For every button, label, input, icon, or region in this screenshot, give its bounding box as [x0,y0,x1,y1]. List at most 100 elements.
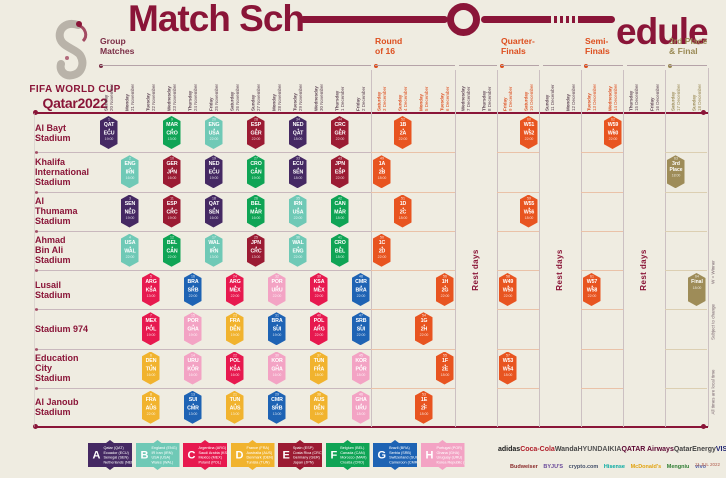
legend-group-teams: Argentina (ARG) Saudi Arabia (KSA) Mexic… [198,445,231,465]
vs-dot-icon [611,128,614,130]
date-column-27-november: Sunday 27 November [250,65,261,111]
date-column-1-december: Thursday 1 December [334,65,345,111]
vs-dot-icon [212,246,215,248]
home-team-code: ESP [166,200,177,206]
away-team-code: BEL [334,247,345,254]
match-number: 10 [169,157,174,161]
vs-dot-icon [380,167,383,169]
match-badge-content: 22 POL KSA 16:00 [226,352,244,385]
vs-dot-icon [128,206,131,209]
home-team-code: QAT [103,121,114,128]
away-team-code: DEN [313,404,324,411]
line-end-dot [33,424,38,429]
match-badge-content: 42 CAN MAR 18:00 [331,195,349,228]
away-team-code: W54 [502,365,513,372]
match-badge: 44 CRC GER 22:00 [330,116,349,149]
home-team-code: SEN [124,200,135,206]
kickoff-time: 13:00 [272,412,281,416]
legend-group-content: G Brazil (BRA) Serbia (SRB) Switzerland (… [373,440,418,470]
header-underline [501,65,539,66]
version-stamp: 11 JUL 2022 [694,462,720,467]
match-badge: 27 CRO CAN 19:00 [246,155,265,189]
legend-group-content: A Qatar (QAT) Ecuador (ECU) Senegal (SEN)… [88,440,133,470]
legend-group-content: E Spain (ESP) Costa Rica (CRC) Germany (G… [278,440,323,470]
match-badge: 23 FRA DEN 19:00 [225,312,244,346]
row-separator-line [35,309,371,311]
line-end-dot [701,424,706,429]
vs-dot-icon [128,246,131,248]
vs-dot-icon [506,363,509,366]
section-divider-line [623,70,624,427]
kickoff-time: 22:00 [146,412,155,416]
date-day: Saturday [670,91,675,111]
kickoff-time: 16:00 [125,176,134,181]
header-underline [627,65,665,66]
home-team-code: ESP [250,121,261,128]
match-badge: 32 POR URU 22:00 [267,273,286,306]
home-team-code: 1F [441,357,448,363]
grid-right-edge-line [708,68,709,427]
match-number: 1 [107,118,110,122]
away-team-code: QAT [292,130,303,136]
vs-dot-icon [317,285,320,287]
match-badge: 16 BRA SRB 22:00 [183,273,202,306]
away-team-code: IRN [209,247,218,254]
row-separator-line [497,348,539,350]
legend-group-content: D France (FRA) Australia (AUS) Denmark (D… [231,440,275,470]
header-underline [459,65,497,66]
vs-dot-icon [254,206,257,209]
row-separator-dot [35,386,38,390]
stadium-label-2: Al Thumama Stadium [35,196,78,227]
qatar2022-emblem-icon [44,18,104,87]
date-column-9-december: Friday 9 December [502,65,513,111]
vs-dot-icon [233,403,236,405]
sponsor-logo-hisense: Hisense [603,464,625,470]
sponsor-logo-byju-s: BYJU'S [543,464,564,470]
home-team-code: NED [208,160,219,167]
vs-dot-icon [401,206,404,209]
match-badge: 50 1C 2D 22:00 [372,233,391,267]
legend-group-C: C Argentina (ARG) Saudi Arabia (KSA) Mexi… [183,440,227,470]
match-badge: 6 DEN TUN 16:00 [141,351,160,385]
away-team-code: MEX [228,287,241,293]
stadium-label-4: Lusail Stadium [35,279,71,300]
match-badge-content: 28 ESP GER 22:00 [247,116,265,149]
date-date: 13 December [591,83,597,111]
kickoff-time: 18:00 [692,286,701,290]
away-team-code: POR [354,365,367,372]
vs-dot-icon [275,285,278,287]
legend-group-teams: England (ENG) IR Iran (IRN) USA (USA) Wa… [150,445,177,465]
kickoff-time: 16:00 [167,176,176,181]
away-team-code: AUS [145,404,156,411]
home-team-code: AUS [313,396,324,403]
away-team-code: SRB [187,287,198,293]
match-badge: 10 GER JPN 16:00 [162,155,181,189]
vs-dot-icon [359,403,362,405]
kickoff-time: 19:00 [146,333,155,338]
date-day: Tuesday [439,93,444,111]
match-number: 20 [211,118,216,122]
date-date: 17 December [675,83,681,111]
row-separator-line [371,230,455,232]
date-day: Friday [502,97,507,111]
match-badge-content: 10 GER JPN 16:00 [163,155,181,188]
match-number: 17 [211,235,216,240]
match-number: 21 [232,392,237,397]
row-separator-line [371,152,455,154]
date-column-22-november: Tuesday 22 November [145,65,156,111]
sponsor-logo-qatarenergy: QatarEnergy [673,445,716,453]
vs-dot-icon [527,128,530,130]
home-team-code: BEL [250,200,261,206]
away-team-code: BRA [354,287,367,293]
match-number: 63 [673,157,678,161]
date-column-21-november: Monday 21 November [124,65,135,111]
match-number: 59 [526,196,531,201]
sponsor-logo-visa: VISA [715,445,726,453]
fifa-wordmark-line1: FIFA WORLD CUP [29,84,121,95]
match-badge: 51 1D 2C 18:00 [393,194,412,228]
legend-group-letter: C [187,448,196,462]
title-line-dash [575,15,578,24]
date-day: Monday [418,93,423,111]
match-number: 5 [149,275,152,279]
match-number: 47 [358,314,363,318]
